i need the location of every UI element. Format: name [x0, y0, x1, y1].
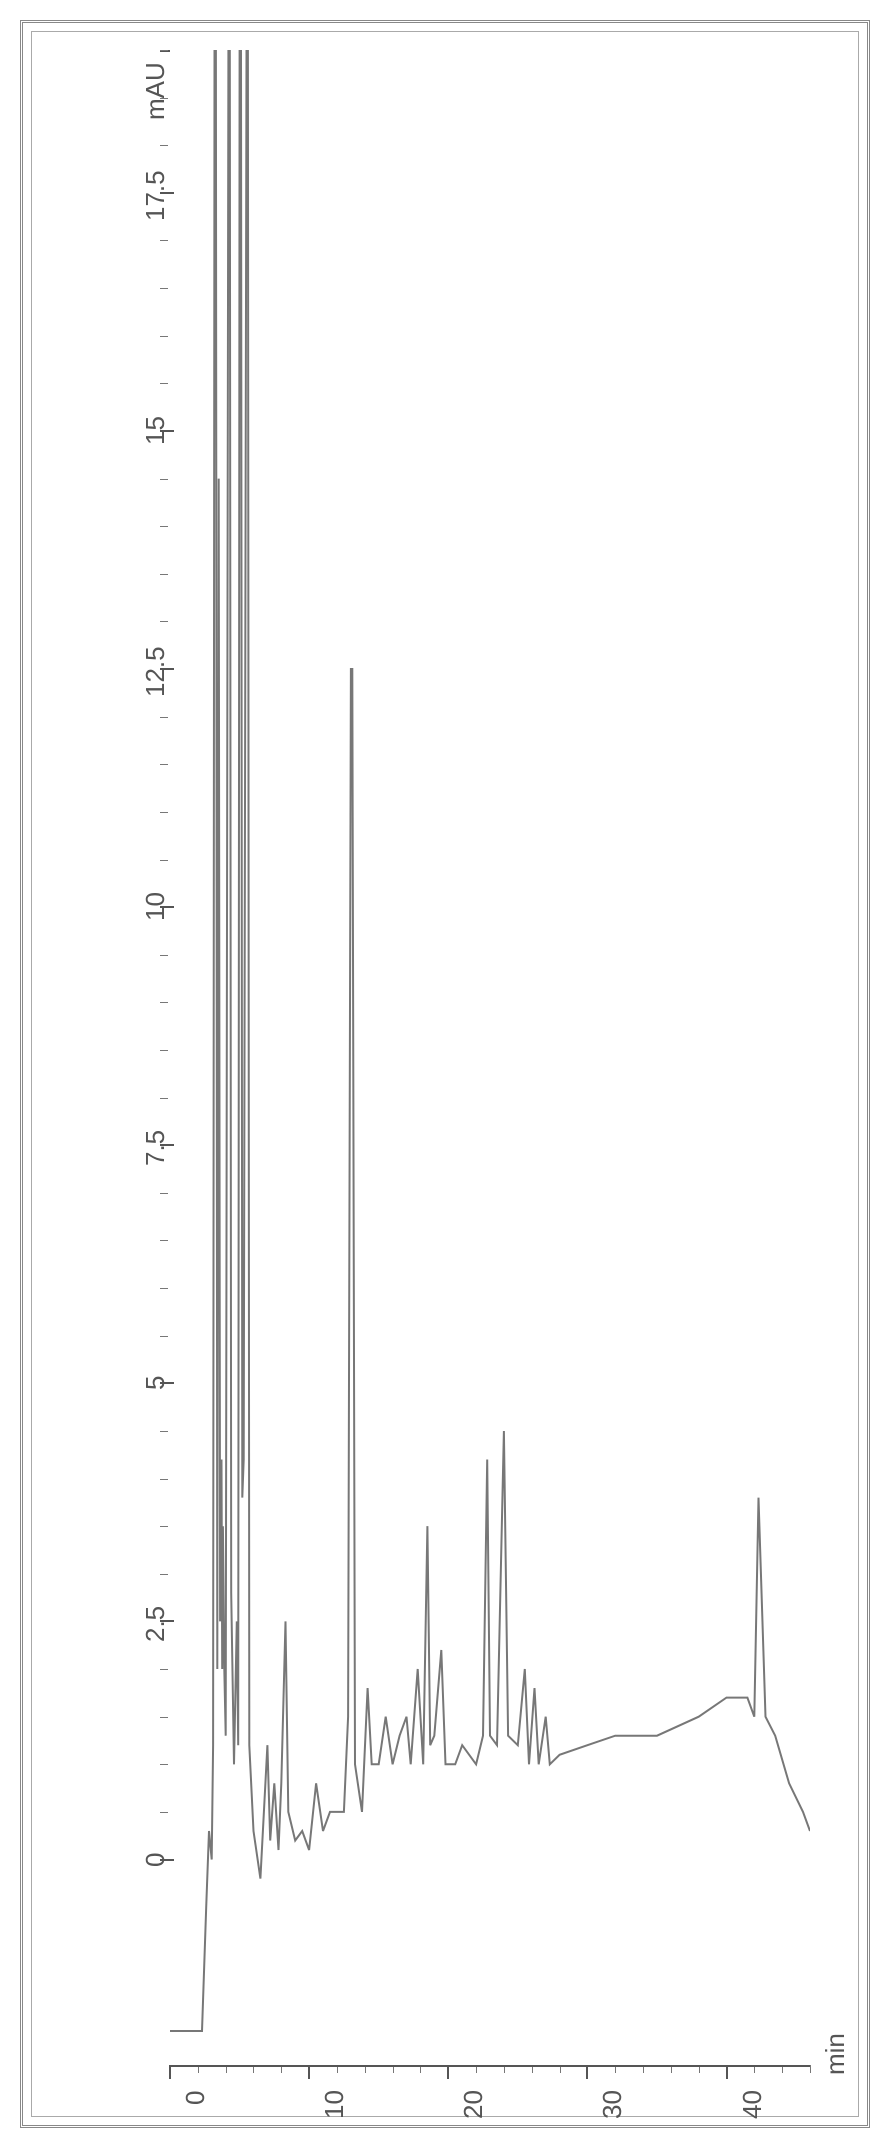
y-minor-tick: [160, 955, 168, 956]
y-minor-tick: [160, 336, 168, 337]
y-axis-label: mAU: [140, 62, 171, 120]
x-tick: [726, 2065, 728, 2079]
x-tick-label: 20: [458, 2090, 489, 2119]
y-minor-tick: [160, 1050, 168, 1051]
y-minor-tick: [160, 50, 168, 51]
y-minor-tick: [160, 1288, 168, 1289]
y-minor-tick: [160, 717, 168, 718]
y-tick-label: 12.5: [140, 646, 171, 697]
x-tick: [586, 2065, 588, 2079]
y-minor-tick: [160, 1764, 168, 1765]
y-minor-tick: [160, 526, 168, 527]
y-minor-tick: [160, 1431, 168, 1432]
y-minor-tick: [160, 1002, 168, 1003]
y-minor-tick: [160, 479, 168, 480]
x-tick: [169, 2065, 171, 2079]
x-axis-label: min: [820, 2033, 851, 2075]
y-minor-tick: [160, 812, 168, 813]
x-tick-label: 40: [737, 2090, 768, 2119]
y-minor-tick: [160, 1098, 168, 1099]
y-tick-label: 5: [140, 1376, 171, 1390]
y-minor-tick: [160, 1336, 168, 1337]
y-minor-tick: [160, 1193, 168, 1194]
y-minor-tick: [160, 145, 168, 146]
y-tick-label: 0: [140, 1852, 171, 1866]
y-tick-label: 7.5: [140, 1130, 171, 1166]
y-minor-tick: [160, 1812, 168, 1813]
y-tick-label: 10: [140, 892, 171, 921]
y-minor-tick: [160, 1717, 168, 1718]
chromatogram-line: [170, 50, 810, 2050]
y-minor-tick: [160, 1574, 168, 1575]
x-tick-label: 30: [597, 2090, 628, 2119]
y-minor-tick: [160, 860, 168, 861]
y-minor-tick: [160, 383, 168, 384]
y-minor-tick: [160, 240, 168, 241]
y-tick-label: 17.5: [140, 170, 171, 221]
y-tick-label: 15: [140, 416, 171, 445]
y-minor-tick: [160, 1526, 168, 1527]
y-minor-tick: [160, 98, 168, 99]
y-minor-tick: [160, 1479, 168, 1480]
y-minor-tick: [160, 1669, 168, 1670]
y-minor-tick: [160, 1240, 168, 1241]
x-tick-label: 0: [180, 2090, 211, 2104]
x-tick: [308, 2065, 310, 2079]
x-axis-baseline: [170, 2065, 810, 2067]
y-minor-tick: [160, 288, 168, 289]
y-minor-tick: [160, 574, 168, 575]
chromatogram-plot: [170, 50, 810, 2050]
y-minor-tick: [160, 764, 168, 765]
x-tick: [447, 2065, 449, 2079]
x-tick-label: 10: [319, 2090, 350, 2119]
y-tick-label: 2.5: [140, 1606, 171, 1642]
x-minor-tick: [810, 2065, 811, 2073]
y-minor-tick: [160, 621, 168, 622]
